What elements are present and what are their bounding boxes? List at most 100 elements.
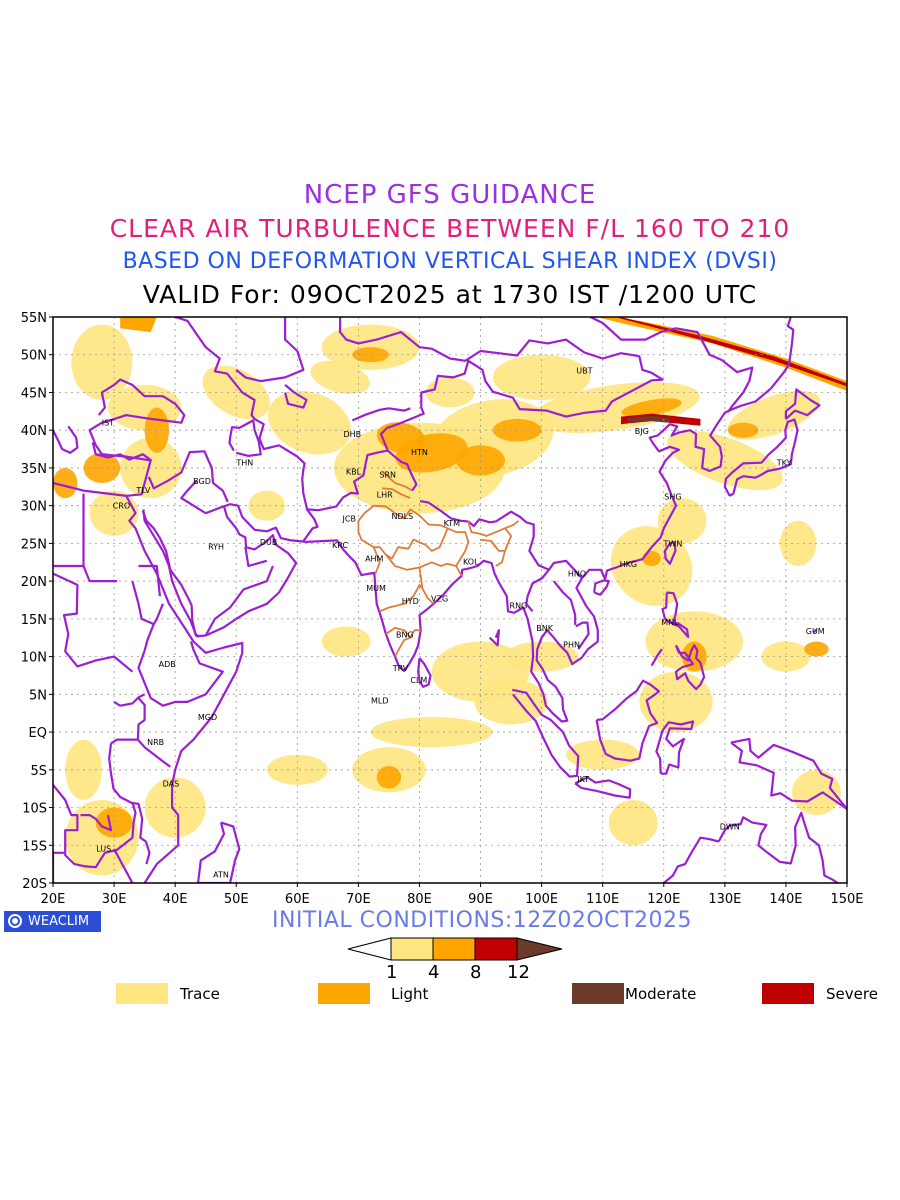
lat-tick-label: 15S <box>22 839 47 854</box>
lat-tick-label: 30N <box>21 500 47 515</box>
station-label-htn: HTN <box>411 448 428 457</box>
coastline-path <box>512 688 580 778</box>
coastline-path <box>113 693 146 707</box>
coastline-path <box>650 648 663 667</box>
legend-moderate-label: Moderate <box>625 985 697 1003</box>
lat-tick-label: 55N <box>21 311 47 326</box>
lat-tick-label: 10N <box>21 651 47 666</box>
initial-conditions: INITIAL CONDITIONS:12Z02OCT2025 <box>272 908 692 933</box>
weaclim-logo-icon <box>8 914 22 928</box>
station-label-vzg: VZG <box>431 594 448 603</box>
coastline-path <box>419 500 469 523</box>
station-label-tky: TKY <box>776 459 792 468</box>
coastline-path <box>784 388 821 420</box>
coastline-path <box>661 591 690 639</box>
station-label-mum: MUM <box>366 584 386 593</box>
station-labels: UBT IST BJG DHB HTN THN KBL SRN TKY BGD TLV LHR SHG C… <box>96 367 825 880</box>
station-label-krc: KRC <box>332 541 348 550</box>
india-state-boundaries <box>357 471 519 658</box>
coastline-path <box>244 547 268 568</box>
lat-tick-label: 50N <box>21 349 47 364</box>
brand-text: WEACLIM <box>28 914 90 929</box>
lat-tick-label: 20S <box>22 877 47 892</box>
coastline-path <box>663 540 677 565</box>
coastline-path <box>495 510 550 571</box>
lon-tick-label: 20E <box>41 892 66 907</box>
lon-tick-label: 150E <box>830 892 863 907</box>
colorbar <box>347 937 563 961</box>
lon-tick-label: 30E <box>102 892 127 907</box>
state-boundary <box>385 627 421 639</box>
station-label-ktm: KTM <box>444 519 461 528</box>
valid-time: VALID For: 09OCT2025 at 1730 IST /1200 U… <box>142 280 758 309</box>
lon-tick-label: 90E <box>468 892 493 907</box>
station-label-ndls: NDLS <box>392 512 414 521</box>
station-label-clm: CLM <box>410 676 427 685</box>
station-label-thn: THN <box>235 459 253 468</box>
coastline-path <box>663 836 719 883</box>
coastline-path <box>142 317 795 723</box>
coastline-path <box>180 480 224 515</box>
state-boundary <box>385 554 463 577</box>
station-label-nrb: NRB <box>147 738 164 747</box>
method-subtitle: BASED ON DEFORMATION VERTICAL SHEAR INDE… <box>122 249 778 274</box>
station-label-ahm: AHM <box>365 554 383 563</box>
coastline-path <box>593 579 610 596</box>
lon-tick-label: 50E <box>224 892 249 907</box>
colorbar-light <box>432 937 476 961</box>
colorbar-trace <box>390 937 434 961</box>
station-label-adb: ADB <box>159 660 176 669</box>
weaclim-brand: WEACLIM <box>4 911 101 932</box>
coastline-path <box>204 565 274 637</box>
coastline-path <box>53 784 137 869</box>
lat-tick-label: 5S <box>30 764 47 779</box>
station-label-trv: TRV <box>392 664 409 673</box>
station-label-bgd: BGD <box>193 477 211 486</box>
map-frame <box>52 316 848 884</box>
map-gridlines <box>53 317 847 883</box>
lon-tick-label: 80E <box>407 892 432 907</box>
lon-tick-label: 140E <box>769 892 802 907</box>
coastline-path <box>137 623 224 707</box>
coastline-path <box>386 449 418 492</box>
colorbar-tick-12: 12 <box>507 962 530 983</box>
lon-tick-label: 100E <box>525 892 558 907</box>
coastline-path <box>80 813 113 832</box>
coastline-path <box>138 564 161 597</box>
coastline-path <box>235 317 305 383</box>
state-boundary <box>382 487 411 499</box>
coastline-path <box>284 384 308 409</box>
station-label-mnl: MNL <box>661 618 679 627</box>
colorbar-tick-4: 4 <box>428 962 440 983</box>
station-label-ryh: RYH <box>208 542 224 551</box>
colorbar-high-arrow <box>516 937 563 961</box>
coastline-path <box>174 317 664 512</box>
lat-tick-label: 20N <box>21 575 47 590</box>
coastline-path <box>196 821 241 883</box>
lat-tick-label: 5N <box>29 688 47 703</box>
coastline-path <box>595 679 661 762</box>
station-label-bnk: BNK <box>536 624 553 633</box>
station-label-mld: MLD <box>371 696 389 705</box>
coastline-path <box>53 564 118 583</box>
station-label-gum: GUM <box>806 627 825 636</box>
station-label-cro: CRO <box>113 502 130 511</box>
coastline-path <box>141 510 201 638</box>
coastline-path <box>53 425 79 454</box>
legend-light-label: Light <box>391 985 429 1003</box>
legend-moderate-swatch <box>572 983 624 1004</box>
coastline-path <box>131 580 164 626</box>
state-boundary <box>394 636 411 658</box>
station-label-hkg: HKG <box>620 560 637 569</box>
legend-severe-label: Severe <box>826 985 878 1003</box>
station-label-bjg: BJG <box>635 427 649 436</box>
state-boundary <box>467 520 519 537</box>
coastline-path <box>488 629 500 647</box>
coastline-path <box>575 621 590 650</box>
station-label-ist: IST <box>102 419 114 428</box>
coastlines-borders <box>53 317 847 883</box>
station-label-lus: LUS <box>96 844 111 853</box>
station-label-jcb: JCB <box>342 514 356 523</box>
station-label-kbl: KBL <box>346 468 362 477</box>
